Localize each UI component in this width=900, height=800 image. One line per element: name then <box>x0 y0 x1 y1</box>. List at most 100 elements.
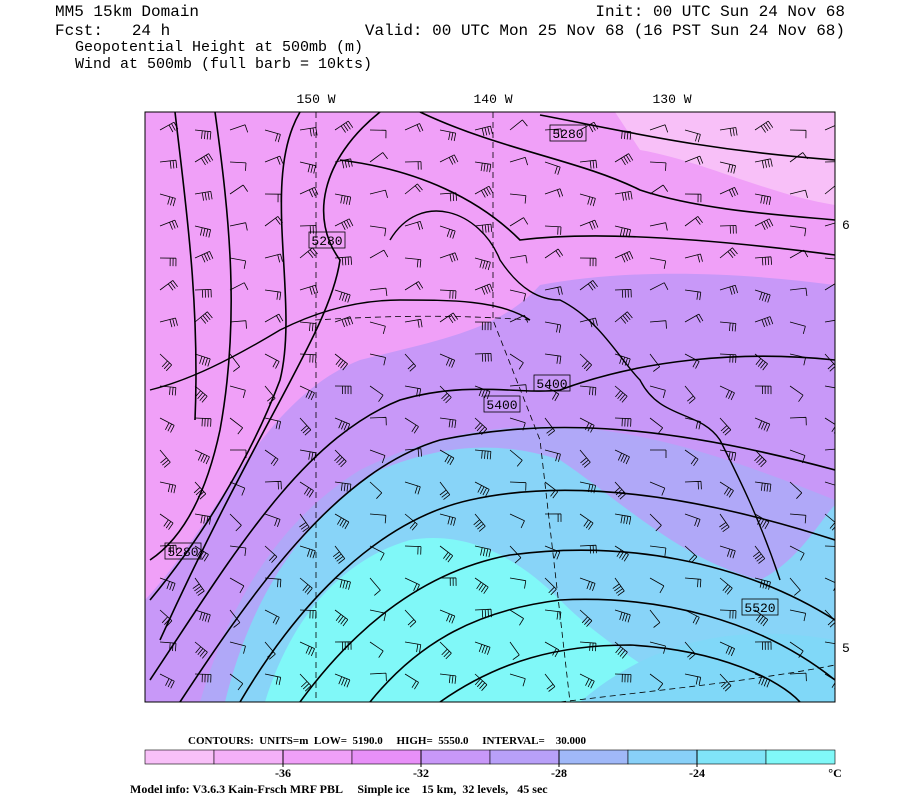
wind-barb <box>439 129 457 142</box>
colorbar-swatch <box>282 749 353 765</box>
wind-barb <box>159 641 177 652</box>
wind-barb <box>404 318 423 328</box>
wind-barb <box>229 222 248 231</box>
wind-barb <box>299 641 315 657</box>
wind-barb <box>159 159 178 169</box>
wind-barb <box>754 316 774 328</box>
model-info: Model info: V3.6.3 Kain-Frsch MRF PBL Si… <box>130 782 548 796</box>
wind-barb <box>439 481 451 500</box>
wind-barb <box>754 417 771 432</box>
coastline <box>149 210 781 581</box>
wind-barb <box>614 417 632 427</box>
wind-barb <box>439 192 457 202</box>
wind-barb <box>649 184 669 195</box>
contour-label: 5280 <box>311 234 342 249</box>
wind-barb <box>789 609 807 622</box>
wind-barb <box>334 609 349 627</box>
wind-barb <box>159 673 175 689</box>
wind-barb <box>509 255 528 264</box>
wind-barb <box>299 321 317 332</box>
wind-barb <box>264 609 280 625</box>
wind-barb <box>754 158 773 169</box>
wind-barb <box>754 256 772 266</box>
wind-barb <box>439 353 456 368</box>
forecast-hour: Fcst: 24 h <box>55 22 170 40</box>
wind-barb <box>404 417 419 434</box>
wind-barb <box>544 417 556 436</box>
wind-barb <box>789 481 803 499</box>
wind-barb <box>579 609 593 627</box>
wind-barb <box>544 353 562 365</box>
wind-barb <box>719 449 737 461</box>
wind-barb <box>649 124 669 133</box>
wind-barb <box>649 481 666 496</box>
contours-info: CONTOURS: UNITS=m LOW= 5190.0 HIGH= 5550… <box>188 735 587 747</box>
wind-barb <box>474 641 491 655</box>
wind-barb <box>544 286 563 296</box>
contour-line <box>419 112 835 221</box>
wind-barb <box>544 577 557 596</box>
wind-barb <box>824 222 835 227</box>
wind-barb <box>789 641 804 658</box>
wind-barb <box>789 545 805 561</box>
wind-barb <box>229 417 244 435</box>
wind-barb <box>684 449 699 467</box>
wind-barb <box>614 449 630 465</box>
wind-barb <box>719 417 732 436</box>
contour-line <box>539 114 835 161</box>
field-label: Geopotential Height at 500mb (m) <box>75 39 363 56</box>
wind-barb <box>334 449 347 468</box>
wind-barb <box>719 321 737 332</box>
wind-barb <box>754 641 772 650</box>
wind-barb <box>789 513 807 524</box>
latitude-label: 6 <box>842 218 850 233</box>
colorbar-swatch <box>765 749 836 765</box>
wind-barb <box>649 385 666 399</box>
wind-barb <box>614 251 634 263</box>
contour-line <box>159 112 381 641</box>
wind-barb <box>650 449 667 458</box>
wind-barb <box>614 609 631 623</box>
wind-barb <box>439 609 456 624</box>
wind-barb <box>369 189 388 198</box>
wind-barb <box>159 481 176 494</box>
wind-barb <box>474 545 491 558</box>
wind-barb <box>229 577 245 594</box>
wind-barb <box>509 513 525 529</box>
map: 5280 5280 5280 5400 5400 5520 <box>144 111 836 703</box>
wind-barb <box>684 313 704 323</box>
wind-barb <box>824 283 835 291</box>
wind-barb <box>369 321 386 335</box>
wind-barb <box>719 481 734 498</box>
colorbar-swatch <box>144 749 215 765</box>
wind-barb <box>544 513 562 522</box>
contour-label-box <box>741 598 779 616</box>
wind-barb <box>334 316 354 328</box>
wind-barb <box>334 513 350 530</box>
wind-barb <box>439 673 457 684</box>
wind-barb <box>299 481 314 498</box>
wind-barb <box>439 289 457 299</box>
wind-barb <box>334 673 351 688</box>
wind-barb <box>544 161 561 175</box>
wind-barb <box>684 129 701 143</box>
wind-barb <box>194 153 214 166</box>
wind-barb <box>544 225 562 235</box>
wind-barb <box>719 247 738 259</box>
wind-barb <box>614 191 633 201</box>
wind-barb <box>334 417 351 432</box>
wind-barb <box>579 673 595 689</box>
wind-barb <box>789 129 807 139</box>
wind-barb <box>264 673 282 686</box>
wind-barb <box>159 577 176 592</box>
wind-barb <box>719 127 738 137</box>
contour-label-box <box>483 395 521 413</box>
contour-label-box <box>308 231 346 249</box>
wind-barb <box>159 193 176 207</box>
wind-barb <box>754 481 772 493</box>
contour-line <box>179 426 835 702</box>
wind-barb <box>299 385 315 401</box>
wind-barb <box>192 577 205 596</box>
wind-barb <box>544 449 561 462</box>
contour-label: 5400 <box>536 377 567 392</box>
